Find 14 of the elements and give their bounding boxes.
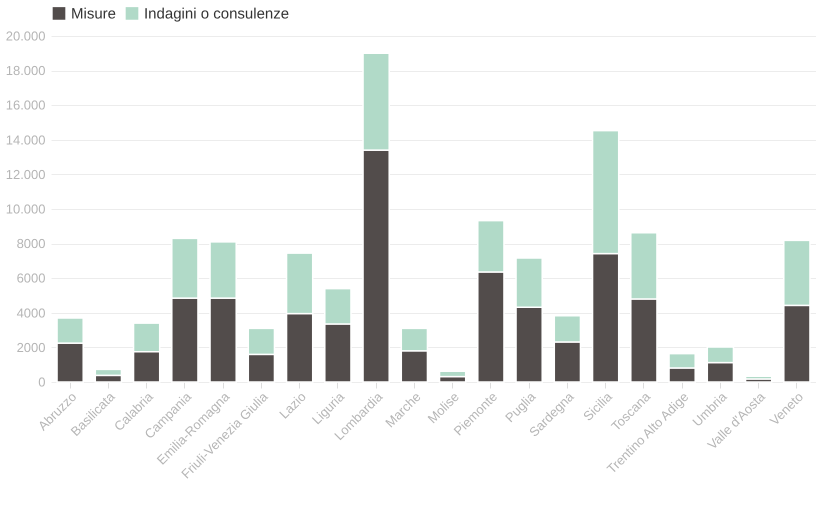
y-tick-label: 18.000 [6,63,46,78]
legend-label: Indagini o consulenze [144,5,290,22]
legend-label: Misure [71,5,116,22]
y-tick-label: 4000 [16,305,46,320]
y-tick-label: 2000 [16,340,46,355]
y-tick-label: 10.000 [6,202,46,216]
y-tick-label: 6000 [16,270,46,286]
bar [744,376,772,380]
y-tick-label: 14.000 [6,132,46,148]
y-tick-label: 16.000 [6,98,46,113]
y-tick-label: 12.000 [6,166,46,182]
y-tick-label: 8000 [16,236,46,252]
y-tick-label: 20.000 [6,28,46,44]
y-tick-label: 0 [38,374,46,390]
